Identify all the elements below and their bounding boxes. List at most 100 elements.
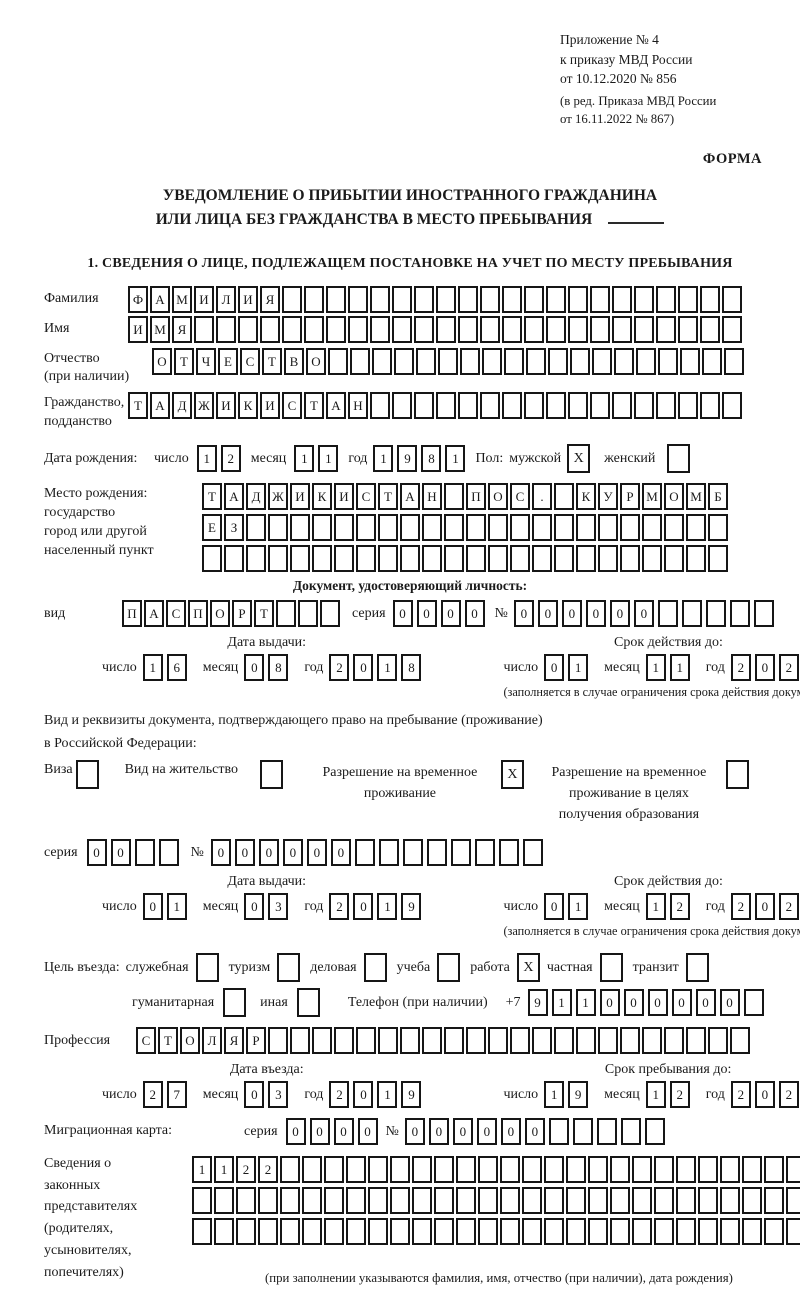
char-box[interactable] [548, 347, 568, 375]
char-box[interactable] [224, 545, 244, 573]
char-box[interactable] [246, 545, 266, 573]
char-box[interactable]: 0 [544, 893, 565, 921]
char-box[interactable]: Т [202, 483, 222, 511]
char-box[interactable] [786, 1187, 800, 1215]
char-box[interactable]: 1 [645, 654, 666, 682]
char-box[interactable]: Е [202, 514, 222, 542]
char-box[interactable]: Ж [268, 483, 288, 511]
char-box[interactable] [524, 392, 544, 420]
char-box[interactable]: Н [348, 392, 368, 420]
char-box[interactable]: 9 [401, 893, 422, 921]
char-box[interactable] [466, 545, 486, 573]
char-box[interactable]: 0 [306, 839, 327, 867]
char-box[interactable] [664, 514, 684, 542]
char-box[interactable]: В [284, 347, 304, 375]
char-box[interactable] [632, 1156, 652, 1184]
char-box[interactable]: 1 [373, 445, 394, 473]
char-box[interactable]: 2 [142, 1081, 163, 1109]
char-box[interactable] [504, 347, 524, 375]
char-box[interactable]: 0 [513, 600, 534, 628]
char-box[interactable] [566, 1218, 586, 1246]
char-box[interactable] [412, 1187, 432, 1215]
char-box[interactable] [742, 1187, 762, 1215]
char-box[interactable] [456, 1187, 476, 1215]
char-box[interactable]: М [686, 483, 706, 511]
char-box[interactable] [786, 1156, 800, 1184]
char-box[interactable] [596, 1118, 617, 1146]
visa-checkbox[interactable] [75, 760, 99, 790]
char-box[interactable]: 2 [329, 1081, 350, 1109]
char-box[interactable]: 0 [330, 839, 351, 867]
char-box[interactable] [488, 545, 508, 573]
char-box[interactable]: П [122, 600, 142, 628]
char-box[interactable]: 0 [754, 654, 775, 682]
char-box[interactable] [350, 347, 370, 375]
char-box[interactable]: 0 [285, 1118, 306, 1146]
temp-residence-checkbox[interactable]: X [500, 760, 524, 790]
char-box[interactable] [654, 1187, 674, 1215]
char-box[interactable] [302, 1156, 322, 1184]
char-box[interactable] [554, 483, 574, 511]
char-box[interactable] [214, 1218, 234, 1246]
char-box[interactable] [700, 392, 720, 420]
char-box[interactable] [722, 285, 742, 313]
char-box[interactable] [632, 1187, 652, 1215]
char-box[interactable]: И [238, 285, 258, 313]
char-box[interactable] [678, 392, 698, 420]
char-box[interactable] [724, 347, 744, 375]
char-box[interactable] [480, 392, 500, 420]
char-box[interactable]: 6 [166, 654, 187, 682]
char-box[interactable]: 0 [585, 600, 606, 628]
char-box[interactable] [524, 285, 544, 313]
char-box[interactable]: 8 [421, 445, 442, 473]
char-box[interactable] [720, 1218, 740, 1246]
purpose-humanitarian-checkbox[interactable] [223, 988, 247, 1018]
char-box[interactable] [260, 315, 280, 343]
char-box[interactable]: 1 [142, 654, 163, 682]
char-box[interactable]: Ж [194, 392, 214, 420]
identity-expiry-year[interactable]: 2025 [730, 654, 800, 682]
char-box[interactable] [324, 1187, 344, 1215]
char-box[interactable]: Б [708, 483, 728, 511]
representatives-input-line3[interactable] [192, 1218, 800, 1246]
char-box[interactable]: 2 [220, 445, 241, 473]
char-box[interactable]: А [150, 285, 170, 313]
char-box[interactable] [620, 545, 640, 573]
char-box[interactable]: И [290, 483, 310, 511]
char-box[interactable] [510, 514, 530, 542]
char-box[interactable] [524, 315, 544, 343]
char-box[interactable] [708, 514, 728, 542]
char-box[interactable] [546, 392, 566, 420]
char-box[interactable] [598, 545, 618, 573]
char-box[interactable]: 1 [377, 1081, 398, 1109]
char-box[interactable]: 0 [333, 1118, 354, 1146]
char-box[interactable] [290, 545, 310, 573]
char-box[interactable] [434, 1218, 454, 1246]
char-box[interactable]: Т [304, 392, 324, 420]
char-box[interactable]: Ф [128, 285, 148, 313]
char-box[interactable] [500, 1218, 520, 1246]
stay-year[interactable]: 2025 [730, 1081, 800, 1109]
char-box[interactable] [634, 315, 654, 343]
char-box[interactable] [312, 1027, 332, 1055]
char-box[interactable] [304, 285, 324, 313]
purpose-business-checkbox[interactable] [195, 953, 219, 983]
char-box[interactable] [522, 1218, 542, 1246]
char-box[interactable] [312, 545, 332, 573]
char-box[interactable] [370, 315, 390, 343]
char-box[interactable]: 2 [669, 1081, 690, 1109]
char-box[interactable] [590, 392, 610, 420]
char-box[interactable] [620, 1027, 640, 1055]
char-box[interactable]: О [664, 483, 684, 511]
char-box[interactable]: 0 [500, 1118, 521, 1146]
char-box[interactable]: А [144, 600, 164, 628]
